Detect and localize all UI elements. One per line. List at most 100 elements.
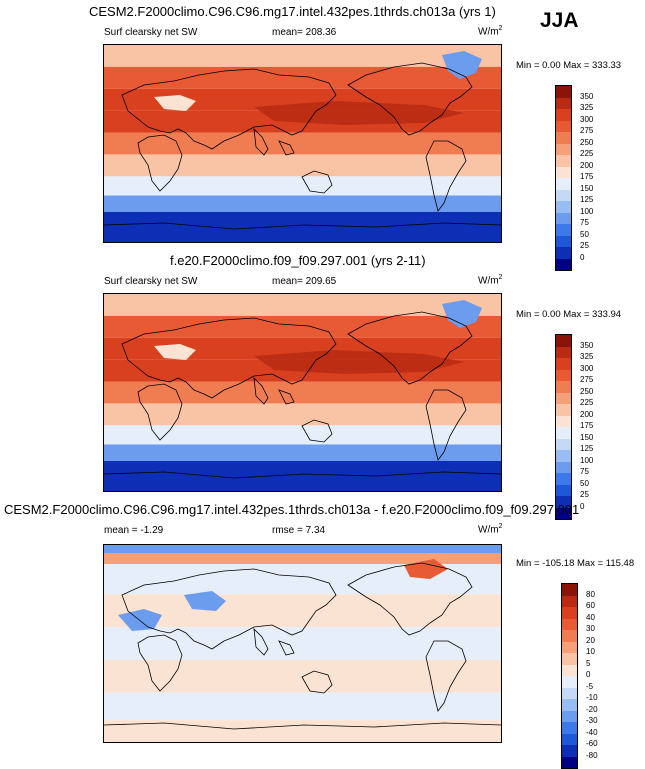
colorbar-tick-label: 25 xyxy=(580,241,589,250)
colorbar-tick-label: 325 xyxy=(580,103,594,112)
colorbar-tick-label: 200 xyxy=(580,160,594,170)
colorbar-tick-label: -10 xyxy=(586,693,598,702)
colorbar-swatch xyxy=(556,473,571,485)
desert-region xyxy=(154,344,196,360)
coastline xyxy=(347,311,473,385)
panel2-mean: mean= 209.65 xyxy=(272,276,337,287)
desert-region xyxy=(154,95,196,111)
colorbar-tick-label: 175 xyxy=(580,172,594,181)
colorbar-swatch xyxy=(562,699,577,711)
colorbar-swatch xyxy=(556,484,571,496)
colorbar-tick-label: 0 xyxy=(580,501,585,511)
panel1-mean: mean= 208.36 xyxy=(272,27,337,38)
lat-band xyxy=(104,66,501,89)
colorbar-swatch xyxy=(562,733,577,745)
colorbar-swatch xyxy=(556,381,571,393)
coastline xyxy=(121,68,337,150)
coastline xyxy=(137,383,183,441)
colorbar-swatch xyxy=(556,189,571,201)
colorbar-swatch xyxy=(556,247,571,259)
coastline xyxy=(104,471,501,479)
lat-band xyxy=(104,425,501,445)
colorbar-tick-label: 275 xyxy=(580,375,594,384)
colorbar-swatch xyxy=(562,710,577,722)
panel1-colorbar xyxy=(555,85,572,271)
colorbar-tick-label: 150 xyxy=(580,183,594,193)
lat-band xyxy=(104,594,501,628)
colorbar-tick-label: 300 xyxy=(580,114,594,124)
colorbar-tick-label: -30 xyxy=(586,716,598,725)
colorbar-swatch xyxy=(556,335,571,347)
colorbar-swatch xyxy=(556,450,571,462)
panel3-mean: mean = -1.29 xyxy=(104,525,164,536)
colorbar-swatch xyxy=(562,664,577,676)
panel2-units: W/m2 xyxy=(478,274,503,287)
colorbar-tick-label: 225 xyxy=(580,149,594,158)
colorbar-tick-label: 150 xyxy=(580,432,594,442)
colorbar-swatch xyxy=(562,584,577,596)
colorbar-tick-label: -5 xyxy=(586,681,594,691)
colorbar-tick-label: 250 xyxy=(580,386,594,396)
coastline xyxy=(121,317,337,399)
colorbar-swatch xyxy=(556,258,571,270)
colorbar-tick-label: 250 xyxy=(580,137,594,147)
lat-band xyxy=(104,381,501,404)
coastline xyxy=(104,222,501,230)
panel2-minmax: Min = 0.00 Max = 333.94 xyxy=(516,309,622,320)
coastline xyxy=(301,670,333,694)
lat-band xyxy=(104,195,501,212)
colorbar-swatch xyxy=(556,438,571,450)
colorbar-tick-label: 5 xyxy=(586,658,591,668)
lat-band xyxy=(104,176,501,196)
colorbar-swatch xyxy=(556,369,571,381)
colorbar-tick-label: 125 xyxy=(580,195,594,204)
coastline xyxy=(278,389,295,405)
panel1-title: CESM2.F2000climo.C96.C96.mg17.intel.432p… xyxy=(89,4,496,19)
colorbar-tick-label: 75 xyxy=(580,218,589,227)
colorbar-swatch xyxy=(556,143,571,155)
colorbar-swatch xyxy=(562,595,577,607)
colorbar-swatch xyxy=(562,641,577,653)
colorbar-swatch xyxy=(556,346,571,358)
panel3-colorbar xyxy=(561,583,578,769)
colorbar-tick-label: 100 xyxy=(580,206,594,216)
panel2-title: f.e20.F2000climo.f09_f09.297.001 (yrs 2-… xyxy=(170,253,426,268)
colorbar-swatch xyxy=(556,235,571,247)
colorbar-swatch xyxy=(556,496,571,508)
colorbar-swatch xyxy=(556,178,571,190)
coastline xyxy=(347,62,473,136)
colorbar-tick-label: 0 xyxy=(586,670,591,679)
colorbar-tick-label: 275 xyxy=(580,126,594,135)
coastline xyxy=(347,562,473,636)
colorbar-tick-label: 10 xyxy=(586,647,595,656)
colorbar-swatch xyxy=(556,86,571,98)
colorbar-tick-label: 60 xyxy=(586,601,595,610)
season-label: JJA xyxy=(540,9,579,32)
lat-band xyxy=(104,132,501,155)
colorbar-swatch xyxy=(562,756,577,768)
lat-band xyxy=(104,444,501,461)
coastline xyxy=(253,627,269,656)
colorbar-swatch xyxy=(556,166,571,178)
coastline xyxy=(278,140,295,156)
colorbar-swatch xyxy=(562,722,577,734)
coastline xyxy=(104,722,501,730)
colorbar-tick-label: 30 xyxy=(586,624,595,633)
colorbar-swatch xyxy=(556,507,571,519)
lat-band xyxy=(104,294,501,316)
coastline xyxy=(137,134,183,192)
negative-anomaly-region xyxy=(184,591,226,611)
colorbar-swatch xyxy=(562,630,577,642)
colorbar-swatch xyxy=(556,358,571,370)
lat-band xyxy=(104,315,501,338)
coastline xyxy=(137,634,183,692)
colorbar-swatch xyxy=(562,687,577,699)
colorbar-tick-label: 100 xyxy=(580,455,594,465)
coastline xyxy=(301,170,333,194)
colorbar-swatch xyxy=(562,745,577,757)
colorbar-swatch xyxy=(562,607,577,619)
colorbar-swatch xyxy=(556,415,571,427)
coastline xyxy=(425,140,467,212)
colorbar-swatch xyxy=(562,618,577,630)
panel1-map xyxy=(103,44,502,243)
